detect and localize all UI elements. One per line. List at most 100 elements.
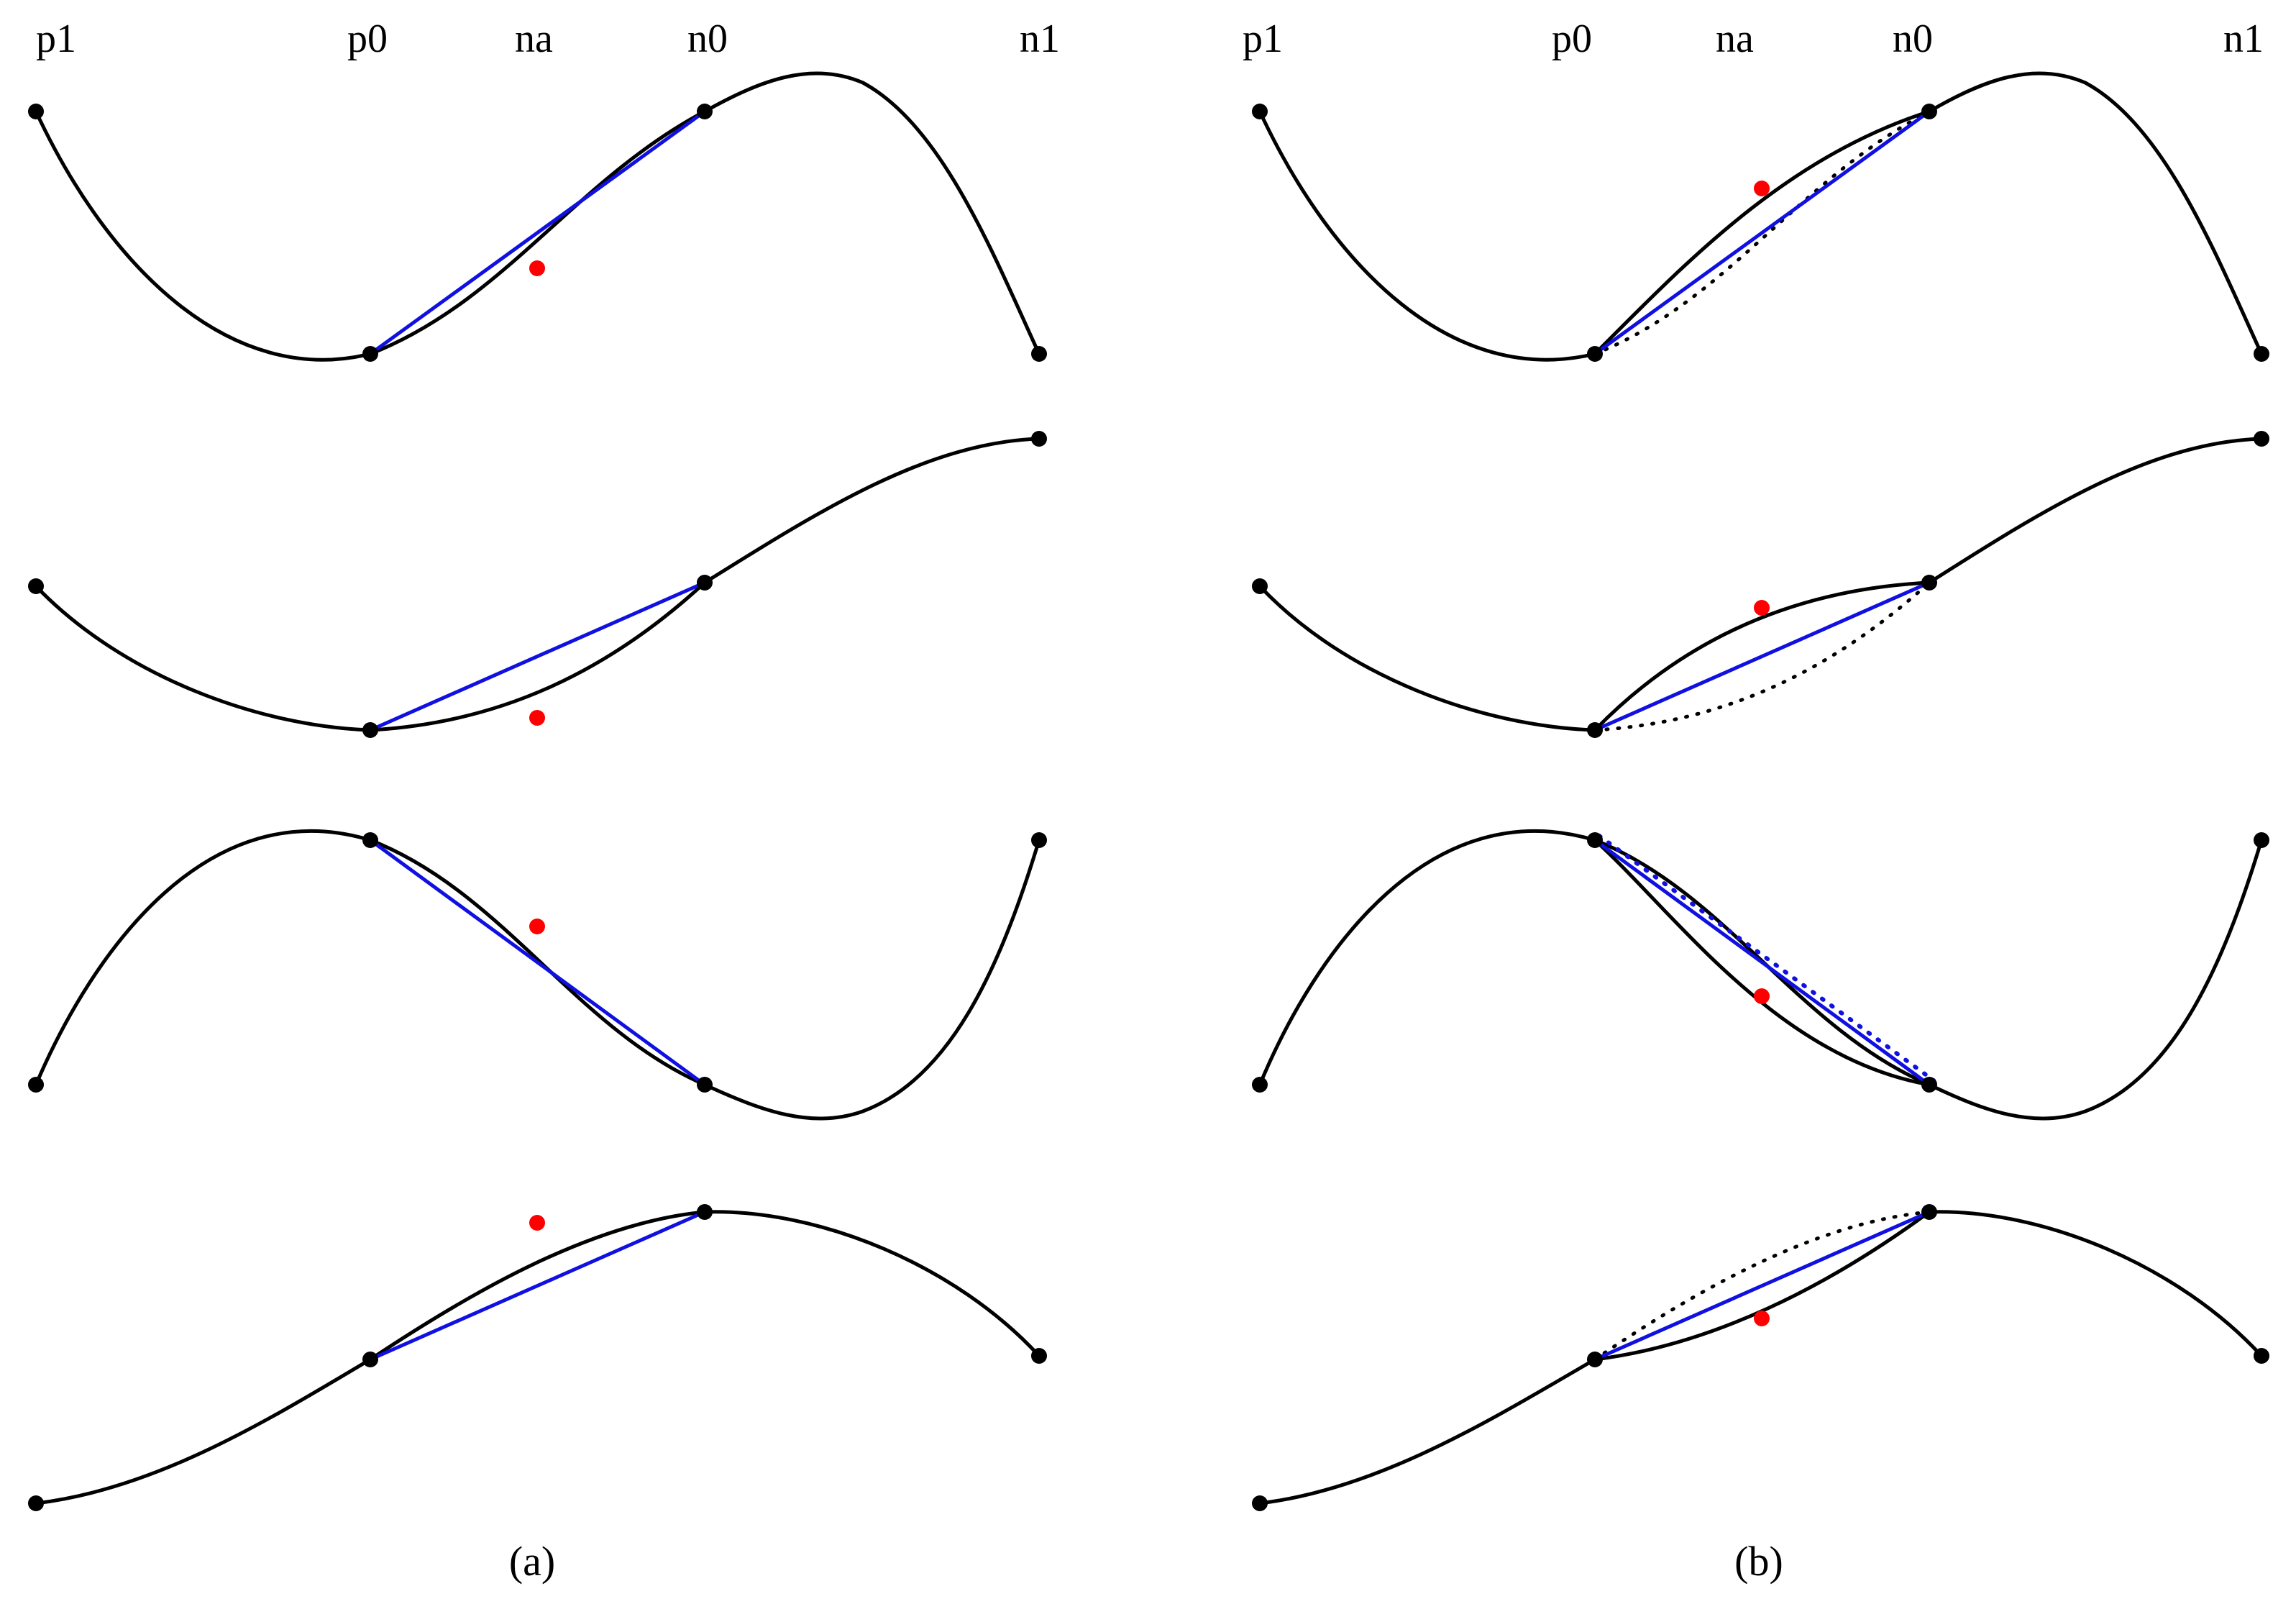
control-point-p0 [362, 346, 378, 362]
curve-segment [1927, 838, 2264, 1121]
curve-segment [1258, 584, 1597, 732]
curve-segment [34, 1357, 372, 1505]
control-point-n0 [697, 1077, 713, 1093]
label-n0-b: n0 [1893, 17, 1933, 61]
control-point-p1 [1252, 1077, 1268, 1093]
curve-segment [1258, 829, 1597, 1087]
curve-segment [703, 1210, 1041, 1358]
caption-b: (b) [1734, 1538, 1783, 1585]
chord-line [369, 580, 706, 732]
label-p0-b: p0 [1552, 17, 1592, 61]
control-point-n0 [697, 104, 713, 119]
label-p1-a: p1 [36, 17, 76, 61]
panel-a-row-4 [28, 1204, 1047, 1511]
curve-segment [1593, 109, 1931, 356]
original-curve-dotted [1593, 580, 1931, 732]
curve-segment [34, 109, 372, 362]
control-point-p0 [1587, 722, 1603, 738]
label-n1-b: n1 [2223, 17, 2264, 61]
curve-segment [1927, 71, 2264, 356]
panel-b-row-4 [1252, 1204, 2269, 1511]
approx-point [529, 919, 545, 934]
panel-a [28, 71, 1047, 1511]
chord-line [1593, 580, 1931, 732]
label-na-a: na [515, 17, 553, 61]
control-point-p0 [362, 722, 378, 738]
approx-point [529, 260, 545, 276]
control-point-p1 [28, 578, 44, 594]
approx-point [1754, 181, 1770, 196]
control-point-p0 [1587, 1352, 1603, 1367]
approx-point [1754, 1311, 1770, 1326]
control-point-p0 [362, 1352, 378, 1367]
curve-segment [368, 580, 707, 732]
curve-segment [368, 838, 707, 1087]
control-point-n1 [1031, 832, 1047, 848]
label-n0-a: n0 [687, 17, 728, 61]
label-p1-b: p1 [1243, 17, 1283, 61]
approx-point [529, 710, 545, 726]
curve-segment [1258, 109, 1597, 362]
approx-point [1754, 988, 1770, 1004]
curve-segment [34, 829, 372, 1087]
panel-b-row-2 [1252, 431, 2269, 738]
control-point-n1 [2254, 832, 2269, 848]
control-point-n0 [1921, 1077, 1937, 1093]
control-point-n0 [1921, 575, 1937, 591]
label-n1-a: n1 [1020, 17, 1060, 61]
control-point-n1 [2254, 346, 2269, 362]
original-curve-dotted [1593, 109, 1931, 356]
approx-point [529, 1215, 545, 1231]
approx-point [1754, 600, 1770, 616]
curve-segment [1927, 1210, 2264, 1358]
curve-segment [1593, 580, 1931, 732]
caption-a: (a) [509, 1538, 555, 1585]
chord-line [1593, 1210, 1931, 1362]
curve-segment [1593, 838, 1931, 1087]
control-point-n0 [697, 575, 713, 591]
label-p0-a: p0 [347, 17, 388, 61]
chord-line [1593, 838, 1931, 1087]
curve-segment [1258, 1357, 1597, 1505]
chord-line [1593, 109, 1931, 356]
curve-segment [1927, 437, 2264, 585]
labels-panel-b: p1 p0 na n0 n1 [1243, 17, 2264, 61]
control-point-p1 [28, 1077, 44, 1093]
control-point-n1 [1031, 1348, 1047, 1364]
labels-panel-a: p1 p0 na n0 n1 [36, 17, 1060, 61]
original-chord-dotted [1597, 834, 1936, 1083]
curve-segment [703, 71, 1041, 356]
curve-segment [1593, 1210, 1931, 1362]
panel-a-row-3 [28, 829, 1047, 1121]
control-point-n0 [1921, 1204, 1937, 1220]
control-point-n1 [1031, 346, 1047, 362]
curve-segment [703, 437, 1041, 585]
chord-line [369, 109, 706, 356]
curve-segment [368, 1210, 707, 1362]
control-point-p1 [28, 1495, 44, 1511]
control-point-n1 [1031, 431, 1047, 447]
label-na-b: na [1716, 17, 1754, 61]
control-point-n0 [697, 1204, 713, 1220]
control-point-p1 [1252, 1495, 1268, 1511]
panel-a-row-1 [28, 71, 1047, 362]
chord-line [369, 838, 706, 1087]
chord-line [369, 1210, 706, 1362]
panel-b [1252, 71, 2269, 1511]
control-point-n0 [1921, 104, 1937, 119]
curve-segment [703, 838, 1041, 1121]
control-point-p0 [1587, 832, 1603, 848]
panel-b-row-1 [1252, 71, 2269, 362]
control-point-p1 [1252, 578, 1268, 594]
control-point-p1 [1252, 104, 1268, 119]
panel-a-row-2 [28, 431, 1047, 738]
curve-segment [368, 109, 707, 356]
control-point-p1 [28, 104, 44, 119]
control-point-p0 [362, 832, 378, 848]
control-point-n1 [2254, 431, 2269, 447]
original-curve-dotted [1593, 1210, 1931, 1362]
curve-segment [34, 584, 372, 732]
control-point-p0 [1587, 346, 1603, 362]
control-point-n1 [2254, 1348, 2269, 1364]
